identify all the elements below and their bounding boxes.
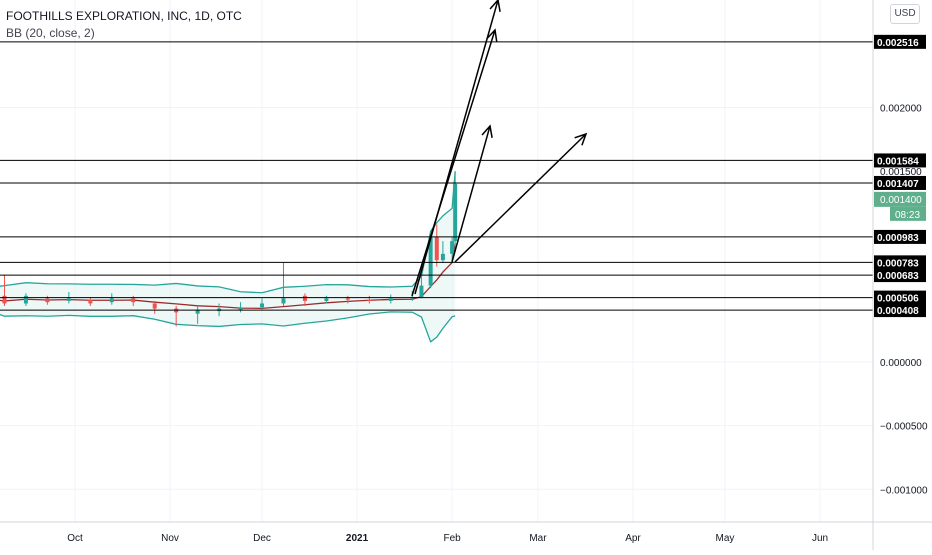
candle-body [238, 307, 243, 310]
x-axis-tick-label: Dec [253, 533, 271, 544]
y-axis-tick-label: 0.002000 [880, 104, 922, 115]
candle-body [450, 241, 455, 254]
current-price-tag [874, 191, 926, 207]
trend-arrow-3-head [481, 124, 493, 138]
x-axis-tick-label: Jun [812, 533, 828, 544]
x-axis-tick-label: Oct [67, 533, 83, 544]
candle-body [88, 299, 93, 304]
candle-body [453, 183, 458, 242]
level-price-tag [874, 290, 926, 305]
chart-legend: FOOTHILLS EXPLORATION, INC, 1D, OTC BB (… [6, 8, 242, 42]
level-price-label: 0.000783 [877, 258, 919, 269]
trend-arrow-4-head [574, 132, 588, 146]
level-price-tag [874, 34, 926, 49]
candle-body [131, 298, 136, 303]
y-axis-tick-label: −0.001000 [880, 485, 928, 496]
candle-body [324, 298, 329, 301]
candle-body [440, 253, 445, 261]
candle-body [388, 298, 393, 301]
candle-body [281, 298, 286, 304]
current-price-label: 0.001400 [880, 195, 922, 206]
currency-button[interactable]: USD [890, 4, 920, 24]
level-price-tag [874, 255, 926, 270]
candle-body [2, 295, 7, 304]
candle-body [345, 298, 350, 300]
candle-body [66, 298, 71, 301]
y-axis-tick-label: 0.001500 [880, 167, 922, 178]
y-axis-tick-label: 0.000000 [880, 358, 922, 369]
level-price-tag [874, 268, 926, 283]
level-price-tag [874, 175, 926, 190]
candle-body [109, 298, 114, 303]
bb-lower-band [0, 311, 456, 343]
trend-arrow-4[interactable] [454, 133, 587, 263]
level-price-label: 0.000683 [877, 271, 919, 282]
level-price-label: 0.000983 [877, 233, 919, 244]
level-price-tag [874, 229, 926, 244]
x-axis-tick-label: Mar [529, 533, 547, 544]
bb-upper-band [0, 171, 456, 294]
level-price-label: 0.000408 [877, 306, 919, 317]
level-price-label: 0.001584 [877, 156, 919, 167]
level-price-label: 0.001407 [877, 179, 919, 190]
x-axis-tick-label: Nov [161, 533, 179, 544]
candle-body [367, 299, 372, 301]
candle-body [45, 298, 50, 303]
trend-arrow-2-head [489, 0, 501, 12]
candle-body [302, 295, 307, 301]
level-price-label: 0.002516 [877, 38, 919, 49]
y-axis-tick-label: −0.000500 [880, 422, 928, 433]
x-axis-tick-label: 2021 [346, 533, 369, 544]
candle-body [23, 295, 28, 304]
candle-body [428, 237, 433, 286]
symbol-title: FOOTHILLS EXPLORATION, INC, 1D, OTC [6, 9, 242, 23]
candle-body [152, 303, 157, 309]
x-axis-tick-label: Feb [443, 533, 461, 544]
countdown-tag [890, 206, 926, 221]
trend-arrow-1-head [486, 28, 498, 42]
countdown-label: 08:23 [895, 210, 920, 221]
trend-arrow-3[interactable] [451, 125, 491, 263]
indicator-label: BB (20, close, 2) [6, 26, 95, 40]
trend-arrow-1[interactable] [411, 29, 496, 297]
candle-body [260, 303, 265, 308]
x-axis-tick-label: May [716, 533, 735, 544]
level-price-tag [874, 303, 926, 318]
candle-body [419, 285, 424, 298]
level-price-label: 0.000506 [877, 294, 919, 305]
trend-arrow-2[interactable] [414, 0, 499, 295]
candle-body [195, 309, 200, 314]
bb-band-fill [0, 171, 456, 342]
x-axis-tick-label: Apr [625, 533, 641, 544]
candle-body [434, 237, 439, 261]
level-price-tag [874, 153, 926, 168]
